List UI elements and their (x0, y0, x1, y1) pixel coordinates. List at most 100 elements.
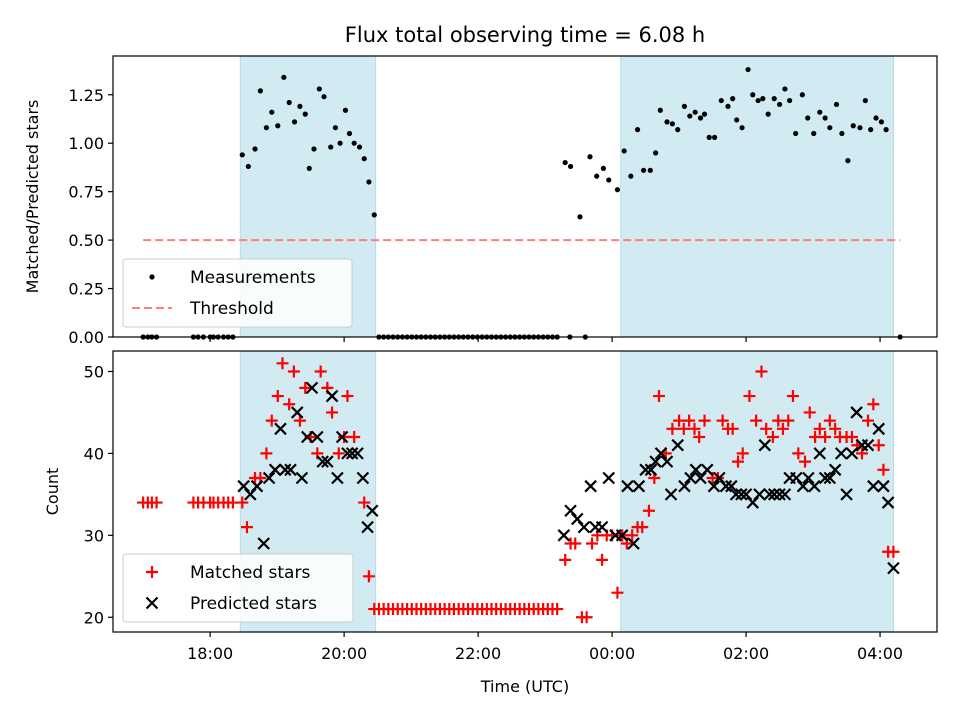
matched-stars-point (611, 586, 624, 599)
measurement-point (839, 130, 845, 137)
predicted-stars-point (351, 447, 364, 460)
matched-stars-point (872, 439, 885, 452)
matched-stars-point (338, 431, 351, 444)
predicted-stars-point (278, 463, 292, 477)
predicted-stars-point (361, 520, 374, 534)
predicted-stars-point (257, 537, 271, 550)
measurement-point (718, 97, 724, 104)
matched-stars-point (732, 455, 745, 468)
predicted-stars-point (627, 537, 640, 550)
measurement-point (634, 127, 641, 133)
measurement-point (342, 107, 349, 113)
predicted-stars-point (250, 479, 264, 493)
x-axis-label: Time (UTC) (480, 677, 569, 696)
matched-stars-point (240, 521, 253, 534)
measurement-point (371, 212, 377, 218)
measurement-point (657, 107, 663, 113)
predicted-stars-point (845, 447, 859, 460)
predicted-stars-point (700, 463, 714, 477)
measurement-point (687, 113, 693, 119)
predicted-stars-point (577, 520, 591, 534)
predicted-stars-point (321, 455, 334, 468)
predicted-stars-point (872, 422, 885, 436)
measurement-point (878, 119, 884, 125)
predicted-stars-point (632, 479, 646, 493)
measurement-point (263, 125, 270, 131)
predicted-stars-point (689, 463, 703, 477)
matched-stars-point (358, 496, 371, 509)
predicted-stars-point (729, 488, 743, 501)
measurement-point (321, 94, 327, 100)
matched-stars-point (683, 414, 696, 427)
observing-interval-shade (620, 55, 894, 338)
matched-stars-point (236, 496, 249, 509)
y-tick-label: 30 (84, 526, 104, 545)
predicted-stars-point (584, 479, 597, 493)
matched-stars-point (673, 414, 686, 427)
predicted-stars-point (867, 479, 880, 493)
matched-stars-point (861, 414, 874, 427)
legend-label: Predicted stars (190, 594, 317, 614)
matched-stars-point (887, 545, 900, 558)
predicted-stars-point (758, 438, 772, 452)
measurement-point (594, 173, 600, 179)
matched-stars-point (792, 447, 805, 460)
matched-stars-point (803, 406, 816, 419)
matched-stars-point (766, 431, 779, 444)
matched-stars-point (782, 414, 795, 427)
matched-stars-point (750, 414, 763, 427)
measurement-point (257, 88, 263, 94)
x-tick-label: 20:00 (321, 644, 367, 663)
predicted-stars-point (881, 496, 895, 509)
measurement-point (730, 96, 736, 102)
measurement-point (239, 152, 245, 158)
y-tick-label: 0.75 (68, 183, 104, 202)
matched-stars-point (287, 365, 300, 378)
y-tick-label: 0.00 (68, 328, 104, 347)
measurement-point (351, 140, 357, 146)
predicted-stars-point (707, 479, 721, 493)
measurement-point (711, 134, 718, 140)
predicted-stars-point (887, 561, 900, 575)
measurement-point (587, 154, 593, 160)
measurement-point (614, 187, 621, 193)
measurement-point (725, 103, 731, 109)
measurement-point (664, 119, 670, 125)
matched-stars-point (283, 398, 296, 411)
legend-marker (149, 274, 155, 280)
measurement-point (366, 179, 372, 185)
predicted-stars-point (725, 479, 738, 493)
ratio-panel: 0.00 0.25 0.50 0.75 1.00 1.25 Matched/Predicte… (23, 55, 938, 347)
measurement-point (647, 167, 653, 173)
matched-stars-point (698, 414, 711, 427)
measurement-point (311, 146, 317, 152)
predicted-stars-point (365, 504, 379, 518)
measurement-point (697, 115, 704, 121)
matched-stars-point (693, 431, 706, 444)
measurement-point (760, 96, 766, 102)
matched-stars-point (276, 357, 289, 370)
predicted-stars-point (284, 463, 297, 477)
measurement-point (873, 115, 879, 121)
legend: Measurements Threshold (122, 258, 353, 328)
measurement-point (793, 130, 799, 137)
predicted-stars-point (639, 463, 652, 477)
measurement-point (771, 96, 777, 102)
matched-stars-point (150, 496, 163, 509)
matched-stars-point (736, 447, 749, 460)
measurement-point (862, 97, 868, 104)
measurement-point (640, 167, 647, 173)
predicted-stars-point (356, 471, 370, 485)
measurement-point (827, 125, 833, 131)
predicted-stars-point (649, 455, 662, 468)
measurement-point (621, 148, 627, 154)
predicted-stars-point (763, 488, 776, 501)
predicted-stars-point (678, 479, 691, 493)
x-tick-label: 22:00 (455, 644, 501, 663)
y-tick-label: 40 (84, 444, 104, 463)
predicted-stars-point (341, 447, 354, 460)
measurement-point (681, 103, 688, 109)
measurement-point (805, 115, 811, 121)
axes-frame (112, 350, 938, 633)
measurement-point (628, 173, 634, 179)
